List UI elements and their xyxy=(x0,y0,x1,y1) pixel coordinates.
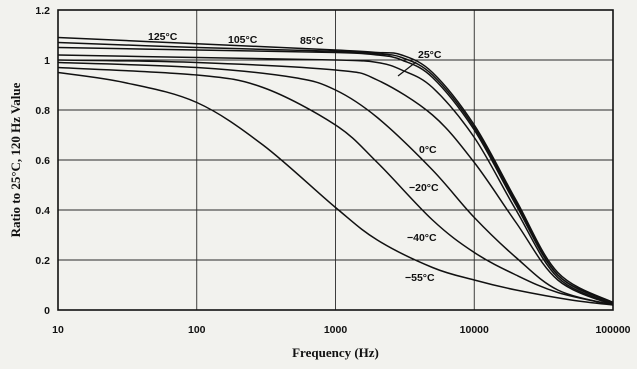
y-tick-label: 0 xyxy=(44,305,50,317)
series-label: 25°C xyxy=(418,49,442,61)
x-tick-label: 10 xyxy=(52,324,64,336)
series-labels: 125°C 105°C 85°C 25°C 0°C −20°C −40°C −55°C xyxy=(148,31,442,284)
series-line xyxy=(57,46,614,304)
x-tick-labels: 10 100 1000 10000 100000 xyxy=(52,324,631,336)
series-label: 85°C xyxy=(300,35,324,47)
series-label: 125°C xyxy=(148,31,178,43)
gridlines xyxy=(57,9,614,311)
plot-frame xyxy=(57,9,614,311)
y-axis-title: Ratio to 25°C, 120 Hz Value xyxy=(8,82,23,237)
y-tick-label: 0.6 xyxy=(35,155,50,167)
series-label: 105°C xyxy=(228,34,258,46)
x-tick-label: 10000 xyxy=(460,324,489,336)
x-axis-title: Frequency (Hz) xyxy=(292,345,379,360)
y-tick-label: 0.4 xyxy=(35,205,50,217)
y-tick-label: 1 xyxy=(44,55,50,67)
series-label: −55°C xyxy=(405,272,435,284)
x-tick-label: 100 xyxy=(188,324,206,336)
series-line xyxy=(57,66,614,306)
series-line xyxy=(57,61,614,306)
x-tick-label: 100000 xyxy=(595,324,630,336)
series-label-leader xyxy=(397,61,417,77)
series-line xyxy=(57,54,614,305)
series-line xyxy=(57,59,614,306)
series-line xyxy=(57,36,614,304)
y-tick-label: 0.8 xyxy=(35,105,50,117)
y-tick-label: 1.2 xyxy=(35,5,50,17)
series-label: −20°C xyxy=(409,182,439,194)
y-tick-labels: 0 0.2 0.4 0.6 0.8 1 1.2 xyxy=(35,5,50,317)
series-label: 0°C xyxy=(419,144,437,156)
x-tick-label: 1000 xyxy=(324,324,348,336)
series-line xyxy=(57,71,614,306)
series-label: −40°C xyxy=(407,232,437,244)
y-tick-label: 0.2 xyxy=(35,255,50,267)
series-lines xyxy=(57,36,614,306)
